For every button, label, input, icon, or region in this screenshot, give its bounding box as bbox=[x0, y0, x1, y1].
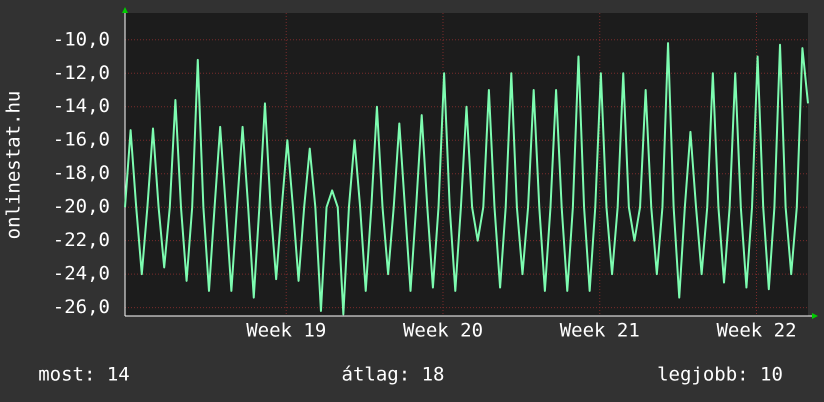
plot-area bbox=[125, 13, 808, 316]
x-tick-label: Week 22 bbox=[716, 320, 796, 342]
x-tick-label: Week 21 bbox=[560, 320, 640, 342]
axis-arrow bbox=[122, 7, 128, 13]
y-tick-label: -12,0 bbox=[53, 62, 110, 84]
y-tick-label: -10,0 bbox=[53, 28, 110, 50]
footer-best: legjobb: 10 bbox=[657, 364, 783, 386]
footer-current: most: 14 bbox=[38, 364, 130, 386]
y-tick-label: -16,0 bbox=[53, 129, 110, 151]
line-series bbox=[124, 42, 809, 316]
x-tick-label: Week 19 bbox=[246, 320, 326, 342]
y-tick-label: -26,0 bbox=[53, 296, 110, 318]
axis-arrow bbox=[812, 313, 818, 319]
y-axis-label: onlinestat.hu bbox=[3, 91, 25, 240]
y-tick-label: -20,0 bbox=[53, 196, 110, 218]
footer-average: átlag: 18 bbox=[342, 364, 445, 386]
y-tick-label: -14,0 bbox=[53, 95, 110, 117]
y-tick-label: -24,0 bbox=[53, 263, 110, 285]
y-tick-label: -18,0 bbox=[53, 162, 110, 184]
x-tick-label: Week 20 bbox=[403, 320, 483, 342]
y-tick-label: -22,0 bbox=[53, 229, 110, 251]
